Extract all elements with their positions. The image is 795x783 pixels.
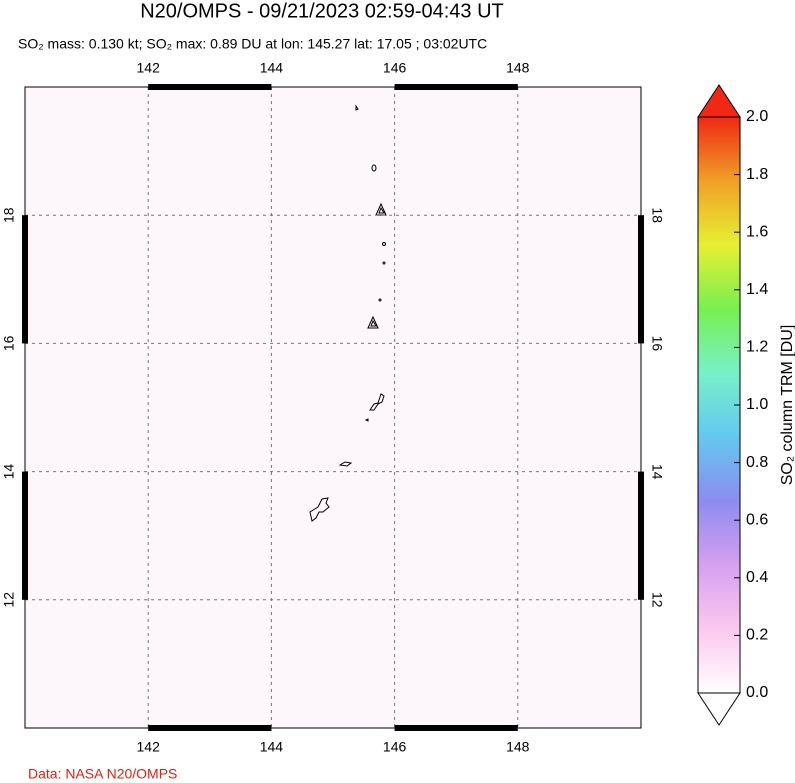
colorbar	[697, 116, 741, 694]
y-tick-label: 18	[649, 207, 665, 223]
y-tick-label: 14	[1, 464, 17, 480]
x-tick-label: 148	[506, 739, 530, 755]
colorbar-tick-label: 0.2	[746, 627, 768, 644]
x-tick-label: 142	[137, 739, 161, 755]
colorbar-tick-label: 0.6	[746, 511, 768, 528]
y-tick-label: 14	[649, 464, 665, 480]
colorbar-tick-label: 0.0	[746, 684, 768, 701]
x-tick-label: 144	[260, 60, 284, 76]
coastlines	[309, 104, 387, 522]
colorbar-tick-label: 0.4	[746, 569, 768, 586]
colorbar-tick-label: 1.0	[746, 396, 768, 413]
colorbar-tick-label: 1.8	[746, 166, 768, 183]
colorbar-under	[697, 692, 741, 726]
subtitle: SO₂ mass: 0.130 kt; SO₂ max: 0.89 DU at …	[18, 36, 487, 52]
y-tick-label: 16	[649, 336, 665, 352]
x-tick-label: 148	[506, 60, 530, 76]
colorbar-tick-label: 1.2	[746, 339, 768, 356]
credit: Data: NASA N20/OMPS	[28, 766, 177, 782]
x-tick-label: 146	[383, 60, 407, 76]
y-tick-label: 16	[1, 335, 17, 351]
y-tick-label: 12	[1, 592, 17, 608]
x-tick-label: 146	[383, 739, 407, 755]
x-tick-label: 142	[137, 60, 161, 76]
colorbar-tick-label: 0.8	[746, 454, 768, 471]
x-tick-label: 144	[260, 739, 284, 755]
colorbar-label: SO₂ column TRM [DU]	[779, 325, 795, 486]
map-frame	[24, 86, 642, 729]
colorbar-tick-label: 1.6	[746, 223, 768, 240]
colorbar-over	[697, 84, 741, 118]
colorbar-tick-label: 2.0	[746, 108, 768, 125]
title: N20/OMPS - 09/21/2023 02:59-04:43 UT	[140, 0, 504, 22]
y-tick-label: 12	[649, 592, 665, 608]
colorbar-tick-label: 1.4	[746, 281, 768, 298]
y-tick-label: 18	[1, 207, 17, 223]
map-area	[25, 87, 641, 728]
